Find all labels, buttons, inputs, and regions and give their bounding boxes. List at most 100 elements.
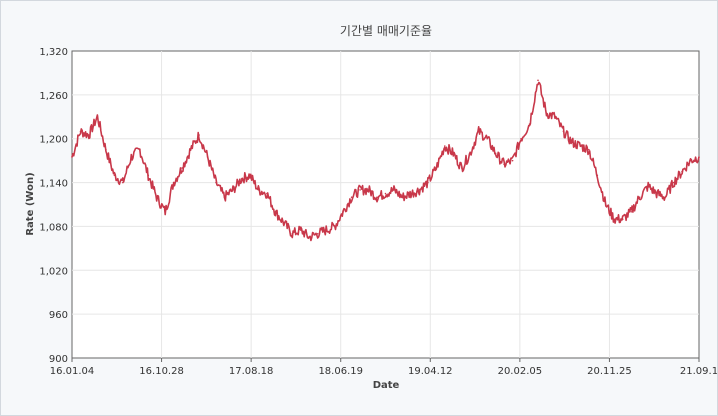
data-point [520,137,522,140]
data-point [232,189,234,191]
data-point [672,181,675,184]
data-point [96,115,99,118]
data-point [664,196,666,198]
gridlines [71,51,700,362]
data-point [579,145,582,147]
data-point [486,137,488,140]
data-point [596,174,599,177]
data-point [155,196,158,198]
data-point [223,196,226,198]
data-point [503,163,505,166]
data-point [435,167,438,169]
data-point [79,130,82,133]
data-point [477,130,480,133]
data-point [88,134,90,136]
data-point [274,211,277,213]
x-tick-label: 21.09.1 [680,366,717,377]
data-point [215,181,217,184]
data-point [266,192,268,195]
data-point [444,145,446,147]
data-point [460,167,463,169]
y-tick-label: 960 [49,310,68,321]
data-point [122,181,124,184]
y-tick-label: 1,320 [39,47,68,58]
data-point [393,189,395,191]
data-point [376,196,378,198]
data-point [240,178,243,180]
data-point [325,229,327,231]
series-group [71,79,700,242]
data-point [71,156,73,158]
y-tick-label: 1,200 [39,135,68,146]
data-point [172,181,175,184]
x-tick-label: 16.01.04 [50,366,95,377]
data-point [316,232,319,235]
data-point [138,148,141,151]
data-point [418,189,421,191]
data-point [147,174,150,177]
data-point [181,167,183,169]
data-point [350,196,353,198]
data-point [401,196,404,198]
data-point [367,189,370,191]
x-tick-label: 20.11.25 [587,366,632,377]
data-point [638,196,641,198]
data-point [494,152,497,155]
data-point [333,225,336,228]
plot-area [71,50,700,359]
data-point [113,174,116,177]
x-tick-label: 19.04.12 [408,366,453,377]
data-point [189,148,192,151]
x-tick-label: 18.06.19 [318,366,363,377]
data-point [647,185,649,188]
data-point [621,218,624,220]
data-point [257,189,260,191]
data-point [588,148,590,151]
data-point [359,189,361,191]
y-axis: 1,320 1,260 1,200 1,140 1,080 1,020 960 900 [39,47,68,365]
data-point [249,174,251,177]
y-tick-label: 1,140 [39,179,68,190]
data-point [511,159,514,162]
data-point [681,170,683,173]
rate-series-line [71,81,700,242]
data-point [410,192,412,195]
y-tick-label: 900 [49,354,68,365]
x-axis-label: Date [373,380,400,391]
y-axis-label: Rate (Won) [25,172,36,235]
data-point [452,152,455,155]
data-point [198,134,200,136]
data-point [698,156,700,158]
data-point [164,211,167,213]
data-point [342,211,344,213]
x-tick-label: 20.02.05 [498,366,543,377]
data-point [283,221,285,224]
data-point [630,211,633,213]
data-point [299,229,302,231]
x-tick-label: 17.08.18 [229,366,274,377]
data-point [206,156,209,158]
y-tick-label: 1,020 [39,266,68,277]
data-point [537,79,539,82]
data-point [291,232,294,235]
data-point [384,192,387,195]
data-point [105,148,107,151]
data-point [604,203,607,206]
data-point [562,130,565,133]
data-point [689,159,692,162]
data-point [655,192,658,195]
data-point [554,115,556,118]
y-tick-label: 1,080 [39,222,68,233]
data-point [571,141,573,144]
chart-title: 기간별 매매기준율 [340,24,432,38]
data-point [528,123,531,125]
data-point [469,152,472,155]
y-tick-label: 1,260 [39,91,68,102]
x-tick-label: 16.10.28 [139,366,184,377]
data-point [308,236,311,239]
data-point [613,218,616,220]
data-point [427,181,429,184]
data-point [130,156,133,158]
